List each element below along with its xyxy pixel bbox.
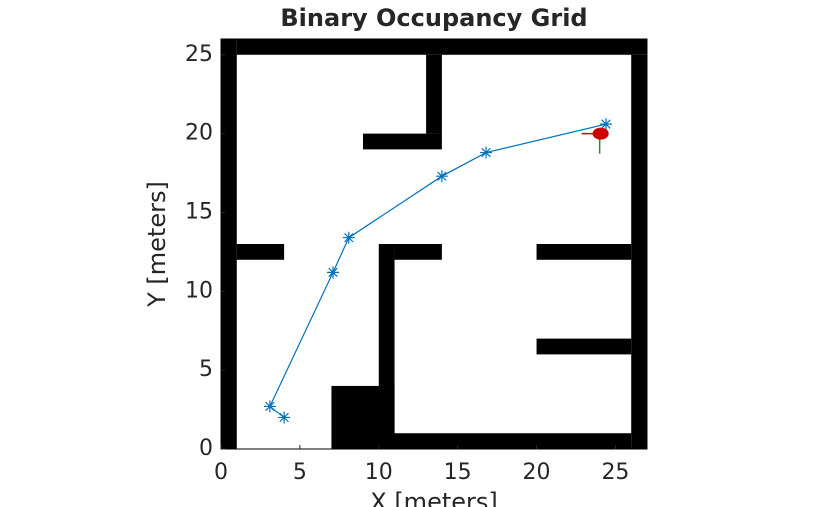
x-tick-label: 10 (365, 460, 393, 485)
obstacle (221, 39, 237, 449)
x-tick-label: 25 (601, 460, 629, 485)
obstacle (236, 39, 647, 55)
obstacle (236, 244, 285, 260)
y-tick-label: 10 (185, 278, 213, 303)
waypoint-marker (435, 170, 448, 183)
x-axis-label: X [meters] (370, 488, 498, 507)
waypoint-marker (263, 400, 276, 413)
obstacle (378, 244, 395, 434)
x-tick-label: 20 (523, 460, 551, 485)
waypoint-marker (342, 231, 355, 244)
y-tick-label: 5 (199, 357, 213, 382)
axes-frame (220, 38, 648, 450)
obstacle (426, 54, 442, 134)
obstacle (378, 433, 632, 449)
waypoint-marker (480, 146, 493, 159)
y-axis-label: Y [meters] (143, 181, 171, 308)
y-tick-label: 25 (185, 42, 213, 67)
chart-title: Binary Occupancy Grid (280, 4, 587, 32)
obstacle (536, 244, 632, 260)
y-tick-label: 15 (185, 199, 213, 224)
path-line (269, 123, 607, 418)
y-tick-label: 20 (185, 121, 213, 146)
obstacle (631, 54, 647, 450)
waypoint-marker (599, 118, 612, 131)
robot (592, 127, 609, 140)
obstacle (394, 244, 442, 260)
x-tick-label: 5 (293, 460, 307, 485)
waypoint-marker (327, 266, 340, 279)
x-tick-label: 0 (214, 460, 228, 485)
y-tick-label: 0 (199, 436, 213, 461)
x-tick-label: 15 (444, 460, 472, 485)
obstacle (363, 133, 442, 150)
waypoint-marker (278, 411, 291, 424)
obstacle (536, 338, 632, 355)
